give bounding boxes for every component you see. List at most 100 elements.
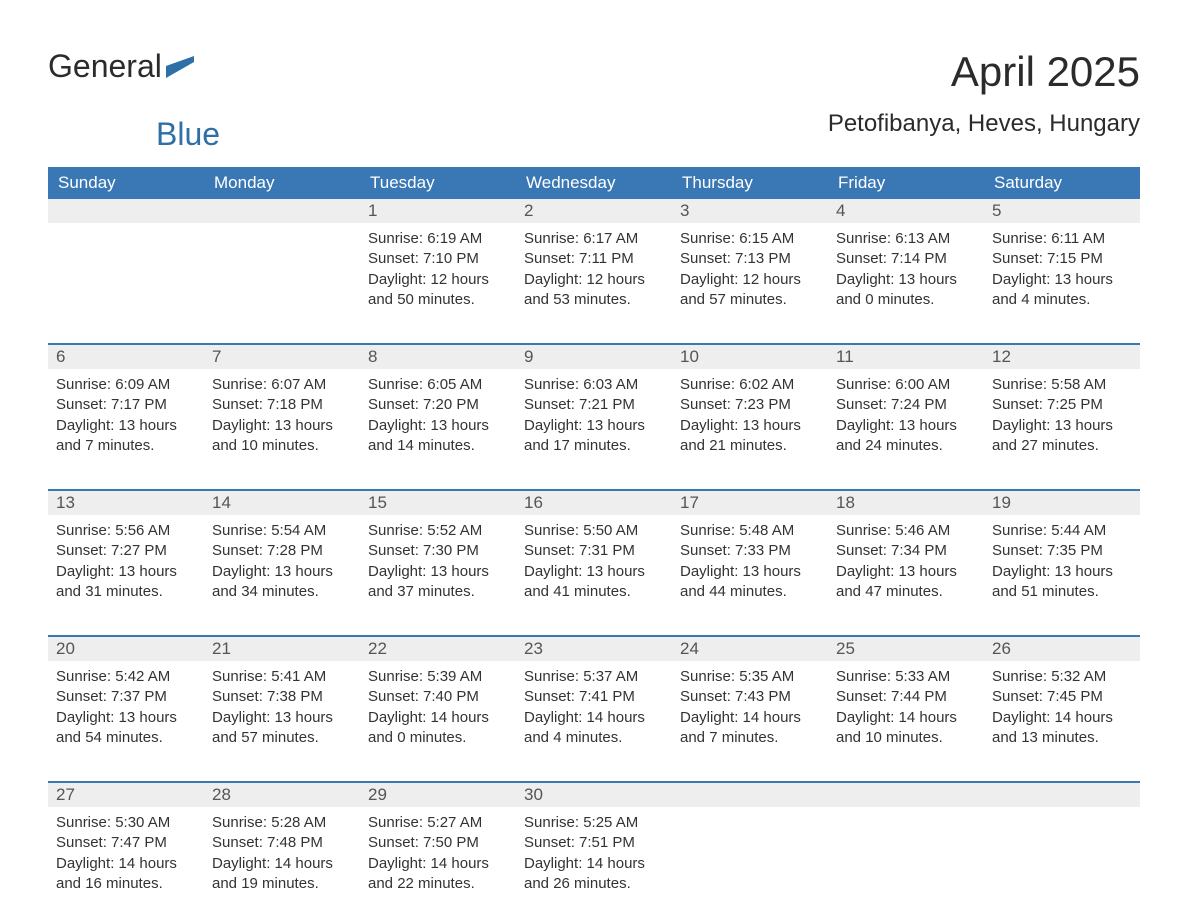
day-details: Sunrise: 5:54 AMSunset: 7:28 PMDaylight:… [204, 515, 360, 602]
day-details: Sunrise: 6:09 AMSunset: 7:17 PMDaylight:… [48, 369, 204, 456]
calendar-day: 28Sunrise: 5:28 AMSunset: 7:48 PMDayligh… [204, 783, 360, 903]
calendar-week: 1Sunrise: 6:19 AMSunset: 7:10 PMDaylight… [48, 199, 1140, 319]
day-number: 24 [672, 637, 828, 661]
day-details: Sunrise: 5:37 AMSunset: 7:41 PMDaylight:… [516, 661, 672, 748]
brand-logo: General [48, 48, 194, 85]
day-number [984, 783, 1140, 807]
calendar-day: 4Sunrise: 6:13 AMSunset: 7:14 PMDaylight… [828, 199, 984, 319]
day-number: 9 [516, 345, 672, 369]
day-number: 14 [204, 491, 360, 515]
location-subtitle: Petofibanya, Heves, Hungary [828, 110, 1140, 138]
day-details: Sunrise: 6:00 AMSunset: 7:24 PMDaylight:… [828, 369, 984, 456]
calendar-day: 11Sunrise: 6:00 AMSunset: 7:24 PMDayligh… [828, 345, 984, 465]
weekday-header: Monday [204, 167, 360, 199]
calendar-week: 27Sunrise: 5:30 AMSunset: 7:47 PMDayligh… [48, 781, 1140, 903]
weekday-header: Sunday [48, 167, 204, 199]
weekday-header: Wednesday [516, 167, 672, 199]
day-number: 22 [360, 637, 516, 661]
calendar-week: 20Sunrise: 5:42 AMSunset: 7:37 PMDayligh… [48, 635, 1140, 757]
day-number: 6 [48, 345, 204, 369]
day-number: 15 [360, 491, 516, 515]
calendar-day [828, 783, 984, 903]
day-details: Sunrise: 5:27 AMSunset: 7:50 PMDaylight:… [360, 807, 516, 894]
calendar-week: 13Sunrise: 5:56 AMSunset: 7:27 PMDayligh… [48, 489, 1140, 611]
day-details: Sunrise: 6:07 AMSunset: 7:18 PMDaylight:… [204, 369, 360, 456]
calendar-day: 15Sunrise: 5:52 AMSunset: 7:30 PMDayligh… [360, 491, 516, 611]
day-number [672, 783, 828, 807]
weekday-header: Thursday [672, 167, 828, 199]
weekday-header: Friday [828, 167, 984, 199]
day-number: 26 [984, 637, 1140, 661]
calendar-day: 2Sunrise: 6:17 AMSunset: 7:11 PMDaylight… [516, 199, 672, 319]
day-details: Sunrise: 6:13 AMSunset: 7:14 PMDaylight:… [828, 223, 984, 310]
weekday-header-row: SundayMondayTuesdayWednesdayThursdayFrid… [48, 167, 1140, 199]
day-details: Sunrise: 5:52 AMSunset: 7:30 PMDaylight:… [360, 515, 516, 602]
day-details: Sunrise: 6:05 AMSunset: 7:20 PMDaylight:… [360, 369, 516, 456]
day-details: Sunrise: 5:48 AMSunset: 7:33 PMDaylight:… [672, 515, 828, 602]
day-number: 1 [360, 199, 516, 223]
calendar-day: 1Sunrise: 6:19 AMSunset: 7:10 PMDaylight… [360, 199, 516, 319]
day-number: 17 [672, 491, 828, 515]
day-number: 27 [48, 783, 204, 807]
calendar-day: 18Sunrise: 5:46 AMSunset: 7:34 PMDayligh… [828, 491, 984, 611]
calendar-day: 24Sunrise: 5:35 AMSunset: 7:43 PMDayligh… [672, 637, 828, 757]
calendar-day: 8Sunrise: 6:05 AMSunset: 7:20 PMDaylight… [360, 345, 516, 465]
calendar-day: 7Sunrise: 6:07 AMSunset: 7:18 PMDaylight… [204, 345, 360, 465]
day-details: Sunrise: 5:56 AMSunset: 7:27 PMDaylight:… [48, 515, 204, 602]
calendar-day [672, 783, 828, 903]
day-number: 12 [984, 345, 1140, 369]
calendar-day: 17Sunrise: 5:48 AMSunset: 7:33 PMDayligh… [672, 491, 828, 611]
weekday-header: Saturday [984, 167, 1140, 199]
calendar-day: 13Sunrise: 5:56 AMSunset: 7:27 PMDayligh… [48, 491, 204, 611]
calendar-day: 3Sunrise: 6:15 AMSunset: 7:13 PMDaylight… [672, 199, 828, 319]
day-number: 30 [516, 783, 672, 807]
calendar-day [48, 199, 204, 319]
calendar-day: 29Sunrise: 5:27 AMSunset: 7:50 PMDayligh… [360, 783, 516, 903]
day-details: Sunrise: 5:39 AMSunset: 7:40 PMDaylight:… [360, 661, 516, 748]
day-number: 25 [828, 637, 984, 661]
day-number: 16 [516, 491, 672, 515]
calendar-day: 14Sunrise: 5:54 AMSunset: 7:28 PMDayligh… [204, 491, 360, 611]
day-details: Sunrise: 5:41 AMSunset: 7:38 PMDaylight:… [204, 661, 360, 748]
calendar-day: 5Sunrise: 6:11 AMSunset: 7:15 PMDaylight… [984, 199, 1140, 319]
day-details: Sunrise: 5:58 AMSunset: 7:25 PMDaylight:… [984, 369, 1140, 456]
day-number: 18 [828, 491, 984, 515]
day-number: 21 [204, 637, 360, 661]
weekday-header: Tuesday [360, 167, 516, 199]
day-number: 4 [828, 199, 984, 223]
day-details: Sunrise: 6:02 AMSunset: 7:23 PMDaylight:… [672, 369, 828, 456]
calendar-day: 22Sunrise: 5:39 AMSunset: 7:40 PMDayligh… [360, 637, 516, 757]
day-number: 11 [828, 345, 984, 369]
calendar-day: 21Sunrise: 5:41 AMSunset: 7:38 PMDayligh… [204, 637, 360, 757]
day-details: Sunrise: 5:33 AMSunset: 7:44 PMDaylight:… [828, 661, 984, 748]
day-number [204, 199, 360, 223]
day-details: Sunrise: 5:46 AMSunset: 7:34 PMDaylight:… [828, 515, 984, 602]
calendar-day: 9Sunrise: 6:03 AMSunset: 7:21 PMDaylight… [516, 345, 672, 465]
day-details: Sunrise: 5:30 AMSunset: 7:47 PMDaylight:… [48, 807, 204, 894]
calendar-day: 25Sunrise: 5:33 AMSunset: 7:44 PMDayligh… [828, 637, 984, 757]
day-number: 28 [204, 783, 360, 807]
day-number: 8 [360, 345, 516, 369]
calendar-day: 20Sunrise: 5:42 AMSunset: 7:37 PMDayligh… [48, 637, 204, 757]
brand-word-1: General [48, 48, 162, 85]
day-details: Sunrise: 6:17 AMSunset: 7:11 PMDaylight:… [516, 223, 672, 310]
calendar-day: 6Sunrise: 6:09 AMSunset: 7:17 PMDaylight… [48, 345, 204, 465]
day-details: Sunrise: 6:19 AMSunset: 7:10 PMDaylight:… [360, 223, 516, 310]
day-details: Sunrise: 5:25 AMSunset: 7:51 PMDaylight:… [516, 807, 672, 894]
day-number: 13 [48, 491, 204, 515]
day-number: 2 [516, 199, 672, 223]
day-number: 3 [672, 199, 828, 223]
month-title: April 2025 [828, 48, 1140, 96]
calendar-day: 23Sunrise: 5:37 AMSunset: 7:41 PMDayligh… [516, 637, 672, 757]
calendar-day: 19Sunrise: 5:44 AMSunset: 7:35 PMDayligh… [984, 491, 1140, 611]
day-details: Sunrise: 5:32 AMSunset: 7:45 PMDaylight:… [984, 661, 1140, 748]
day-details: Sunrise: 6:03 AMSunset: 7:21 PMDaylight:… [516, 369, 672, 456]
day-number: 19 [984, 491, 1140, 515]
calendar-day: 12Sunrise: 5:58 AMSunset: 7:25 PMDayligh… [984, 345, 1140, 465]
day-number [828, 783, 984, 807]
calendar-day: 10Sunrise: 6:02 AMSunset: 7:23 PMDayligh… [672, 345, 828, 465]
calendar-day: 27Sunrise: 5:30 AMSunset: 7:47 PMDayligh… [48, 783, 204, 903]
day-number [48, 199, 204, 223]
day-details: Sunrise: 5:35 AMSunset: 7:43 PMDaylight:… [672, 661, 828, 748]
calendar-day [984, 783, 1140, 903]
